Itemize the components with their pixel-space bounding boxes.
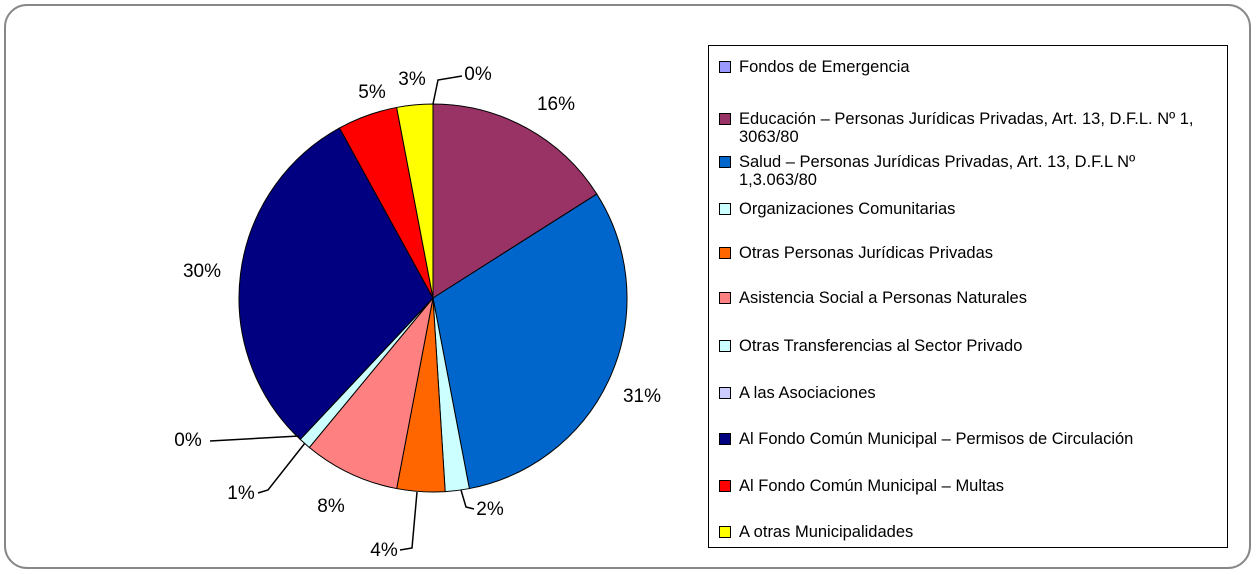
- legend-swatch: [719, 433, 731, 445]
- legend-entry: Al Fondo Común Municipal – Permisos de C…: [719, 430, 1214, 448]
- legend-entry: Asistencia Social a Personas Naturales: [719, 289, 1214, 307]
- legend-label: Otras Personas Jurídicas Privadas: [739, 244, 994, 262]
- data-label: 16%: [537, 94, 575, 115]
- legend-swatch: [719, 387, 731, 399]
- data-label: 0%: [174, 430, 202, 451]
- legend-swatch: [719, 292, 731, 304]
- legend-label: Educación – Personas Jurídicas Privadas,…: [739, 110, 1194, 146]
- data-label: 4%: [370, 540, 398, 561]
- legend-entry: Otras Transferencias al Sector Privado: [719, 337, 1214, 355]
- leader-line: [257, 442, 306, 494]
- legend-label: Fondos de Emergencia: [739, 58, 910, 76]
- legend-swatch: [719, 340, 731, 352]
- legend-swatch: [719, 61, 731, 73]
- pie-slice: [432, 193, 628, 490]
- legend-swatch: [719, 480, 731, 492]
- legend-label: A otras Municipalidades: [739, 523, 914, 541]
- legend-label: A las Asociaciones: [739, 384, 876, 402]
- data-label: 0%: [464, 64, 492, 85]
- legend-entry: Organizaciones Comunitarias: [719, 200, 1214, 218]
- legend-label: Al Fondo Común Municipal – Multas: [739, 477, 1005, 495]
- data-label: 2%: [476, 499, 504, 520]
- legend-entry: Fondos de Emergencia: [719, 58, 1214, 76]
- legend-swatch: [719, 156, 731, 168]
- data-label: 30%: [183, 261, 221, 282]
- legend-entry: Otras Personas Jurídicas Privadas: [719, 244, 1214, 262]
- leader-line: [209, 435, 300, 442]
- data-label: 31%: [623, 386, 661, 407]
- frame: [4, 4, 1251, 569]
- legend-label: Organizaciones Comunitarias: [739, 200, 956, 218]
- pie-slice: [432, 103, 598, 299]
- legend-swatch: [719, 247, 731, 259]
- pie-slice: [396, 103, 434, 299]
- legend-entry: Salud – Personas Jurídicas Privadas, Art…: [719, 153, 1214, 189]
- data-label: 8%: [317, 496, 345, 517]
- data-label: 1%: [227, 483, 255, 504]
- legend-entry: A las Asociaciones: [719, 384, 1214, 402]
- leader-line: [399, 491, 418, 551]
- data-label: 3%: [398, 69, 426, 90]
- legend-label: Salud – Personas Jurídicas Privadas, Art…: [739, 153, 1136, 189]
- legend-label: Al Fondo Común Municipal – Permisos de C…: [739, 430, 1134, 448]
- pie-slice: [308, 297, 434, 490]
- leader-line: [432, 75, 463, 105]
- legend-swatch: [719, 203, 731, 215]
- legend-label: Asistencia Social a Personas Naturales: [739, 289, 1027, 307]
- legend-entry: A otras Municipalidades: [719, 523, 1214, 541]
- data-label: 5%: [358, 82, 386, 103]
- pie-slice: [238, 127, 434, 441]
- legend-entry: Educación – Personas Jurídicas Privadas,…: [719, 110, 1214, 146]
- legend-label: Otras Transferencias al Sector Privado: [739, 337, 1023, 355]
- leader-line: [460, 489, 475, 510]
- legend-swatch: [719, 526, 731, 538]
- legend: Fondos de Emergencia Educación – Personas…: [708, 45, 1228, 548]
- legend-swatch: [719, 113, 731, 125]
- legend-entry: Al Fondo Común Municipal – Multas: [719, 477, 1214, 495]
